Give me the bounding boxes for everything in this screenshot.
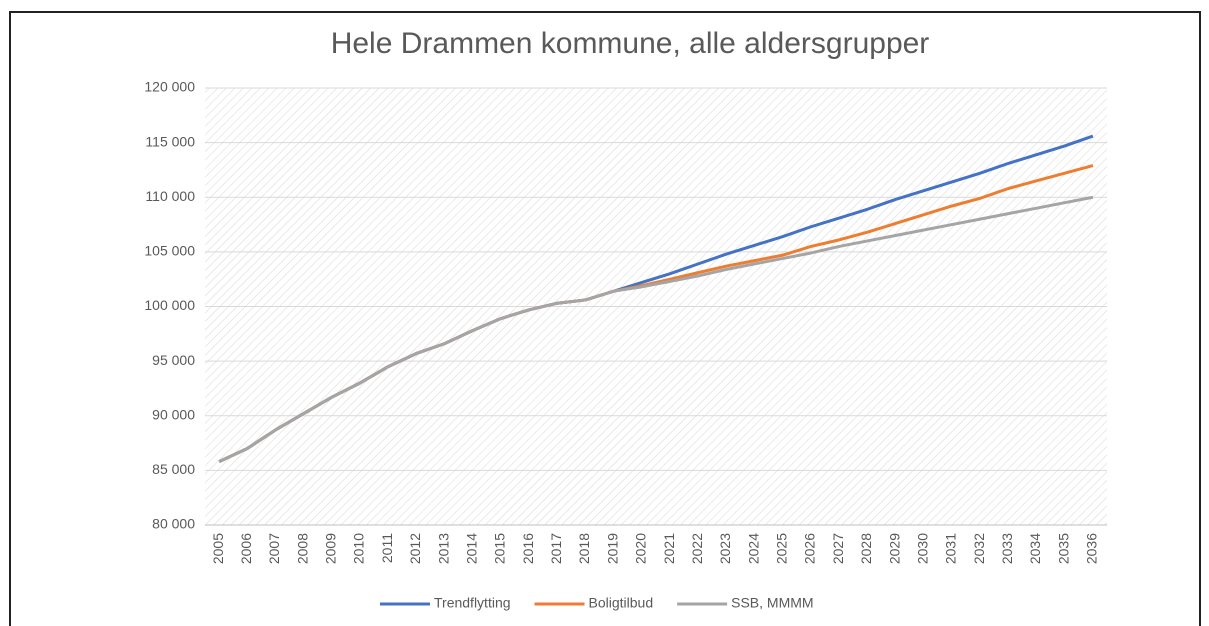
x-tick-label: 2029 [886,533,902,564]
x-tick-label: 2034 [1027,533,1043,564]
x-tick-label: 2023 [717,533,733,564]
x-tick-label: 2016 [520,533,536,564]
x-tick-label: 2018 [576,533,592,564]
y-tick-label: 100 000 [144,297,195,313]
x-tick-label: 2027 [830,533,846,564]
x-tick-label: 2013 [435,533,451,564]
x-tick-label: 2021 [661,533,677,564]
x-tick-label: 2010 [351,533,367,564]
x-tick-label: 2007 [266,533,282,564]
y-tick-label: 85 000 [152,461,195,477]
x-tick-label: 2032 [971,533,987,564]
frame [9,11,1201,626]
y-tick-label: 80 000 [152,516,195,532]
y-tick-label: 95 000 [152,352,195,368]
legend-label: Boligtilbud [589,595,654,611]
x-tick-label: 2024 [745,533,761,564]
x-tick-label: 2011 [379,533,395,563]
y-tick-label: 120 000 [144,79,195,95]
x-tick-label: 2025 [774,533,790,564]
x-tick-label: 2012 [407,533,423,564]
x-tick-label: 2009 [323,533,339,564]
x-tick-label: 2035 [1055,533,1071,564]
x-tick-label: 2028 [858,533,874,564]
x-tick-label: 2036 [1084,533,1100,564]
x-tick-label: 2020 [633,533,649,564]
x-tick-label: 2008 [294,533,310,564]
legend-label: SSB, MMMM [731,595,813,611]
x-tick-label: 2006 [238,533,254,564]
x-tick-label: 2026 [802,533,818,564]
x-tick-label: 2022 [689,533,705,564]
x-tick-label: 2015 [492,533,508,564]
x-tick-label: 2030 [914,533,930,564]
x-tick-label: 2031 [943,533,959,564]
series-line [218,195,1094,463]
x-tick-label: 2033 [999,533,1015,564]
chart-title: Hele Drammen kommune, alle aldersgrupper [331,27,930,60]
y-tick-label: 110 000 [145,188,195,204]
x-tick-label: 2014 [463,533,479,564]
x-tick-label: 2019 [604,533,620,564]
x-tick-label: 2017 [548,533,564,564]
y-tick-label: 105 000 [144,243,195,259]
x-tick-label: 2005 [210,533,226,564]
y-tick-label: 115 000 [145,133,195,149]
legend-label: Trendflytting [434,595,511,611]
y-tick-label: 90 000 [152,406,195,422]
